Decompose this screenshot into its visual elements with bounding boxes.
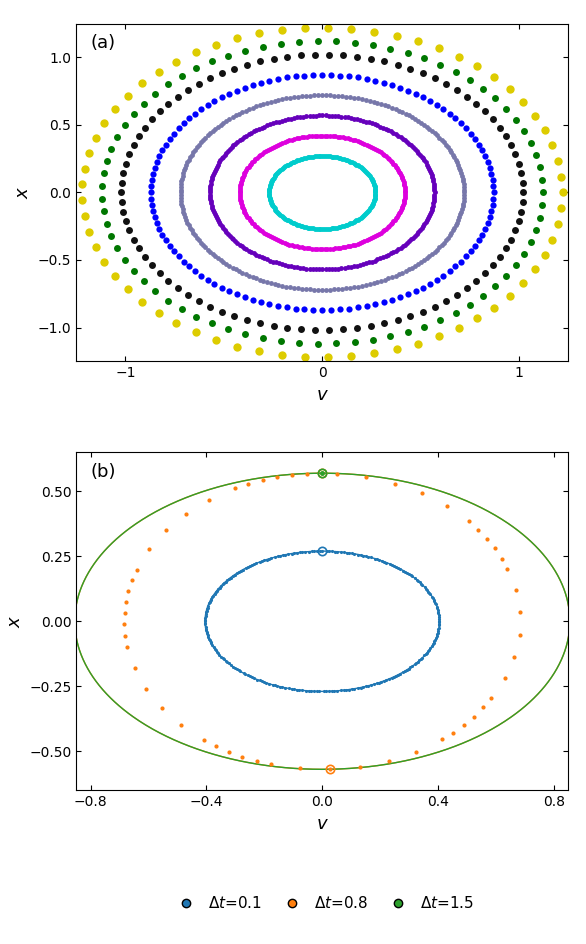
Y-axis label: $x$: $x$ xyxy=(14,186,32,199)
Y-axis label: $x$: $x$ xyxy=(5,615,23,628)
Text: (a): (a) xyxy=(91,34,116,52)
X-axis label: $v$: $v$ xyxy=(316,386,329,404)
X-axis label: $v$: $v$ xyxy=(316,815,329,833)
Text: (b): (b) xyxy=(91,463,117,480)
Legend: $\Delta t$=0.1, $\Delta t$=0.8, $\Delta t$=1.5: $\Delta t$=0.1, $\Delta t$=0.8, $\Delta … xyxy=(165,889,480,917)
